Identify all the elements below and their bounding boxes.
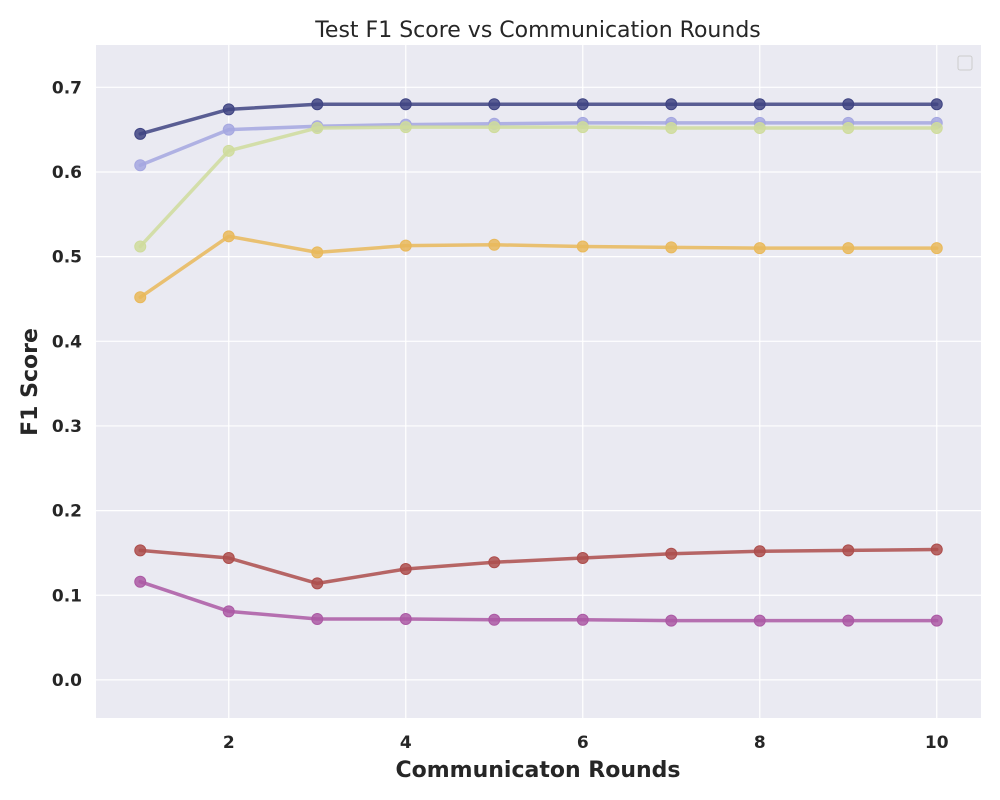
- legend: [957, 55, 973, 71]
- series-line: [138, 125, 939, 249]
- data-point: [311, 98, 324, 111]
- data-point: [488, 121, 501, 134]
- y-tick-label: 0.2: [52, 502, 82, 522]
- data-point: [222, 144, 235, 157]
- y-tick-label: 0.7: [52, 78, 82, 98]
- data-point: [134, 544, 147, 557]
- data-point: [399, 612, 412, 625]
- data-point: [930, 242, 943, 255]
- data-point: [753, 614, 766, 627]
- data-point: [930, 121, 943, 134]
- data-point: [842, 242, 855, 255]
- x-tick-label: 10: [925, 733, 949, 753]
- data-point: [753, 545, 766, 558]
- y-tick-labels: 0.0 0.1 0.2 0.3 0.4 0.5 0.6 0.7: [52, 78, 82, 691]
- series-line: [138, 547, 939, 586]
- data-point: [576, 613, 589, 626]
- data-point: [576, 121, 589, 134]
- x-axis-label: Communicaton Rounds: [395, 758, 680, 783]
- data-point: [842, 614, 855, 627]
- x-tick-label: 6: [577, 733, 589, 753]
- data-point: [399, 239, 412, 252]
- y-tick-label: 0.0: [52, 671, 82, 691]
- series-line: [138, 579, 939, 623]
- data-point: [576, 240, 589, 253]
- data-point: [665, 241, 678, 254]
- series-line: [138, 234, 939, 300]
- data-point: [930, 98, 943, 111]
- series-1: [134, 98, 943, 140]
- data-point: [134, 127, 147, 140]
- data-point: [134, 240, 147, 253]
- data-point: [222, 552, 235, 565]
- data-point: [399, 121, 412, 134]
- data-point: [134, 575, 147, 588]
- series-3: [134, 121, 943, 253]
- data-point: [842, 121, 855, 134]
- y-tick-label: 0.3: [52, 417, 82, 437]
- data-point: [753, 242, 766, 255]
- data-point: [753, 98, 766, 111]
- data-point: [311, 121, 324, 134]
- y-tick-label: 0.5: [52, 248, 82, 268]
- x-tick-label: 2: [223, 733, 235, 753]
- plot-area: [96, 45, 981, 718]
- series-4: [134, 230, 943, 304]
- data-point: [665, 98, 678, 111]
- y-tick-label: 0.4: [52, 332, 82, 352]
- data-point: [311, 577, 324, 590]
- data-point: [842, 98, 855, 111]
- data-point: [930, 614, 943, 627]
- series-layer: [134, 98, 943, 627]
- data-point: [134, 291, 147, 304]
- data-point: [488, 98, 501, 111]
- series-5: [134, 543, 943, 590]
- y-tick-label: 0.6: [52, 163, 82, 183]
- data-point: [488, 613, 501, 626]
- x-tick-label: 4: [400, 733, 412, 753]
- data-point: [222, 103, 235, 116]
- series-line: [138, 121, 939, 167]
- data-point: [311, 612, 324, 625]
- data-point: [576, 98, 589, 111]
- data-point: [842, 544, 855, 557]
- x-tick-label: 8: [754, 733, 766, 753]
- data-point: [222, 230, 235, 243]
- series-line: [138, 102, 939, 136]
- data-point: [311, 246, 324, 259]
- data-point: [134, 159, 147, 172]
- data-point: [488, 238, 501, 251]
- series-6: [134, 575, 943, 627]
- data-point: [665, 121, 678, 134]
- chart-title: Test F1 Score vs Communication Rounds: [314, 18, 761, 43]
- data-point: [665, 547, 678, 560]
- data-point: [222, 605, 235, 618]
- y-tick-label: 0.1: [52, 586, 82, 606]
- data-point: [399, 98, 412, 111]
- legend-box: [957, 55, 973, 71]
- y-axis-label: F1 Score: [18, 328, 43, 436]
- data-point: [222, 123, 235, 136]
- data-point: [665, 614, 678, 627]
- data-point: [576, 552, 589, 565]
- data-point: [753, 121, 766, 134]
- data-point: [488, 556, 501, 569]
- data-point: [399, 563, 412, 576]
- grid-lines: [96, 45, 981, 718]
- x-tick-labels: 2 4 6 8 10: [223, 733, 949, 753]
- data-point: [930, 543, 943, 556]
